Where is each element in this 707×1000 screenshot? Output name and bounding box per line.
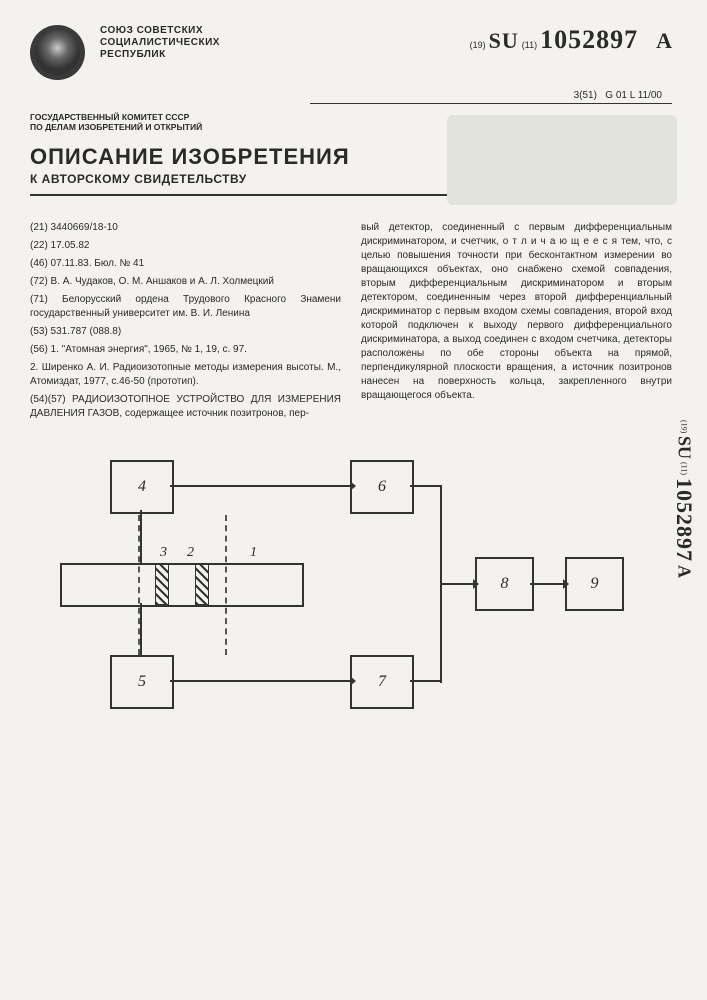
wire-into-8 [440,583,473,585]
side-number: 1052897 [671,478,697,562]
block-4: 4 [110,460,174,514]
field-21: (21) 3440669/18-10 [30,221,341,235]
side-suffix: A [674,565,695,578]
union-text: СОЮЗ СОВЕТСКИХ СОЦИАЛИСТИЧЕСКИХ РЕСПУБЛИ… [100,25,220,61]
grey-placeholder [447,115,677,205]
wire-8-9 [530,583,563,585]
su-prefix: (19) [470,40,486,50]
su-number: 1052897 [540,25,638,55]
su-code-block: (19) SU (11) 1052897 A [470,25,672,55]
side-prefix: (19) [680,420,689,433]
side-su: SU [674,436,695,459]
field-46: (46) 07.11.83. Бюл. № 41 [30,257,341,271]
su-suffix: A [656,28,672,54]
patent-page: СОЮЗ СОВЕТСКИХ СОЦИАЛИСТИЧЕСКИХ РЕСПУБЛИ… [0,0,707,1000]
block-9-label: 9 [591,575,599,593]
object-body [60,563,304,607]
text-columns: (21) 3440669/18-10 (22) 17.05.82 (46) 07… [30,221,672,425]
class-prefix: 3(51) [574,90,597,101]
block-8: 8 [475,557,534,611]
wire-4-6 [170,485,350,487]
label-1: 1 [250,545,257,561]
su-code: SU [489,28,519,54]
ussr-emblem-icon [30,25,85,80]
union-line1: СОЮЗ СОВЕТСКИХ [100,25,220,37]
field-53: (53) 531.787 (088.8) [30,325,341,339]
wire-6-down [440,485,442,585]
block-4-label: 4 [138,478,146,496]
field-72: (72) В. А. Чудаков, О. М. Аншаков и А. Л… [30,275,341,289]
class-code: G 01 L 11/00 [605,90,662,101]
block-7-label: 7 [378,673,386,691]
field-71: (71) Белорусский ордена Трудового Красно… [30,293,341,321]
header-row: СОЮЗ СОВЕТСКИХ СОЦИАЛИСТИЧЕСКИХ РЕСПУБЛИ… [30,25,672,80]
side-mid: (11) [680,462,689,475]
right-column: вый детектор, соединенный с первым диффе… [361,221,672,425]
field-54-57: (54)(57) РАДИОИЗОТОПНОЕ УСТРОЙСТВО ДЛЯ И… [30,393,341,421]
field-56: (56) 1. "Атомная энергия", 1965, № 1, 19… [30,343,341,357]
union-line3: РЕСПУБЛИК [100,49,220,61]
abstract-continuation: вый детектор, соединенный с первым диффе… [361,221,672,403]
hatched-right [195,563,209,605]
block-8-label: 8 [501,575,509,593]
left-column: (21) 3440669/18-10 (22) 17.05.82 (46) 07… [30,221,341,425]
block-6-label: 6 [378,478,386,496]
field-22: (22) 17.05.82 [30,239,341,253]
wire-5-up [140,603,142,655]
label-3: 3 [160,545,167,561]
block-6: 6 [350,460,414,514]
block-7: 7 [350,655,414,709]
dashed-line-right [225,515,227,655]
wire-6-right [410,485,442,487]
block-diagram: 4 5 6 7 8 9 1 2 3 [30,455,672,735]
ref-2: 2. Ширенко А. И. Радиоизотопные методы и… [30,361,341,389]
label-2: 2 [187,545,194,561]
wire-4-down [140,510,142,563]
su-mid: (11) [522,40,537,50]
block-5: 5 [110,655,174,709]
classification-line: 3(51) G 01 L 11/00 [310,90,672,104]
union-line2: СОЦИАЛИСТИЧЕСКИХ [100,37,220,49]
block-5-label: 5 [138,673,146,691]
side-su-code: (19) SU (11) 1052897 A [671,420,697,578]
block-9: 9 [565,557,624,611]
wire-7-right [410,680,442,682]
wire-5-7 [170,680,350,682]
hatched-left [155,563,169,605]
wire-7-up [440,583,442,683]
